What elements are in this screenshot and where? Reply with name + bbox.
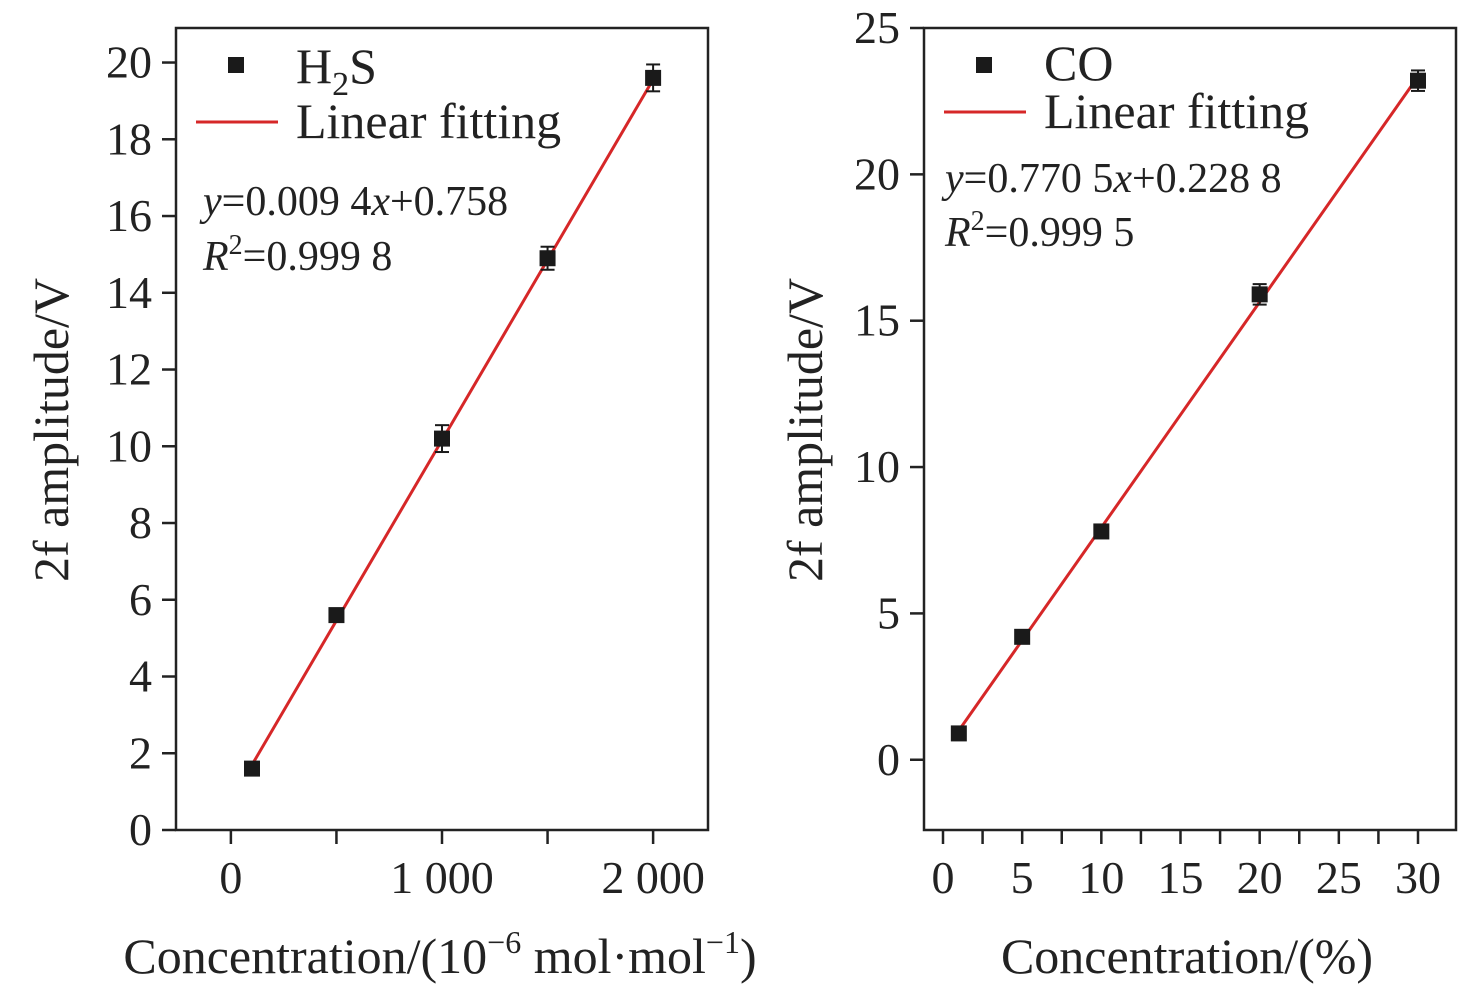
r-var: R	[202, 234, 229, 280]
y-axis-title: 2f amplitude/V	[777, 278, 833, 582]
legend: H2S Linear fitting	[196, 38, 561, 149]
y-tick-label: 15	[854, 295, 900, 346]
y-tick-label: 5	[877, 587, 900, 638]
h2s-panel: 0 2 4 6 8 10 12 14 16 18 20 0 1 000 2 000 2f amplitu…	[23, 28, 757, 984]
y-tick-label: 4	[129, 651, 152, 702]
y-ticks: 0 2 4 6 8 10 12 14 16 18 20	[106, 37, 176, 855]
point-marker	[244, 761, 260, 777]
y-tick-label: 20	[106, 37, 152, 88]
r-sup: 2	[229, 230, 243, 261]
point-marker	[540, 250, 556, 266]
legend-marker-icon	[228, 57, 244, 73]
x-axis-title: Concentration/(10−6 mol·mol−1)	[123, 924, 756, 984]
data-point	[1093, 523, 1109, 539]
x-tick-label: 0	[219, 852, 242, 903]
eq-x-var: x	[1112, 156, 1132, 202]
x-axis-title-mid: mol·mol	[521, 928, 706, 984]
legend-series-label-main: H	[296, 38, 332, 94]
y-ticks: 0 5 10 15 20 25	[854, 2, 924, 785]
y-tick-label: 6	[129, 574, 152, 625]
x-tick-label: 30	[1395, 852, 1441, 903]
eq-coef: =0.009 4	[222, 179, 372, 225]
legend: CO Linear fitting	[944, 35, 1309, 139]
x-axis-title: Concentration/(%)	[1001, 928, 1373, 984]
r-squared: R2=0.999 5	[944, 206, 1134, 256]
r-var: R	[944, 210, 971, 256]
fit-equation: y=0.009 4x+0.758	[199, 179, 508, 225]
r-sup: 2	[971, 206, 985, 237]
y-tick-label: 20	[854, 148, 900, 199]
data-point	[951, 725, 967, 741]
legend-fit-label: Linear fitting	[1044, 83, 1309, 139]
co-panel: 0 5 10 15 20 25 0 5 10 15 20 25 30 2f amplitude/V C…	[777, 2, 1456, 984]
eq-y-var: y	[941, 156, 964, 202]
y-tick-label: 16	[106, 190, 152, 241]
figure: 02468101214161820 01 000 2 000 2f amplitu…	[0, 0, 1476, 987]
x-tick-label: 20	[1237, 852, 1283, 903]
x-tick-label: 15	[1158, 852, 1204, 903]
x-axis-title-sup2: −1	[706, 924, 740, 960]
y-tick-label: 2	[129, 727, 152, 778]
y-tick-label: 0	[877, 734, 900, 785]
legend-series-label-end: S	[349, 38, 377, 94]
fit-equation: y=0.770 5x+0.228 8	[941, 156, 1282, 202]
point-marker	[1093, 523, 1109, 539]
x-axis-title-sup1: −6	[487, 924, 521, 960]
r-val: =0.999 8	[243, 234, 393, 280]
legend-fit-label: Linear fitting	[296, 93, 561, 149]
r-squared: R2=0.999 8	[202, 230, 392, 280]
x-ticks: 0 1 000 2 000	[219, 830, 704, 903]
x-axis-title-main: Concentration/(10	[123, 928, 487, 984]
point-marker	[1014, 629, 1030, 645]
y-axis-title: 2f amplitude/V	[23, 278, 79, 582]
data-point	[1252, 284, 1268, 304]
point-marker	[645, 70, 661, 86]
x-tick-label: 0	[932, 852, 955, 903]
x-tick-label: 5	[1011, 852, 1034, 903]
eq-intercept: +0.758	[390, 179, 508, 225]
legend-marker-icon	[976, 57, 992, 73]
x-tick-label: 25	[1316, 852, 1362, 903]
point-marker	[951, 725, 967, 741]
point-marker	[434, 431, 450, 447]
x-tick-label: 2 000	[601, 852, 705, 903]
point-marker	[1252, 286, 1268, 302]
data-point	[244, 761, 260, 777]
eq-intercept: +0.228 8	[1132, 156, 1282, 202]
eq-coef: =0.770 5	[964, 156, 1114, 202]
y-tick-label: 10	[106, 420, 152, 471]
y-tick-label: 18	[106, 113, 152, 164]
point-marker	[328, 607, 344, 623]
data-point	[1014, 629, 1030, 645]
data-point	[1410, 70, 1426, 90]
y-tick-label: 10	[854, 441, 900, 492]
y-tick-label: 14	[106, 267, 152, 318]
x-axis-title-end: )	[740, 928, 757, 984]
y-tick-label: 0	[129, 804, 152, 855]
y-tick-label: 8	[129, 497, 152, 548]
eq-y-var: y	[199, 179, 222, 225]
eq-x-var: x	[370, 179, 390, 225]
x-ticks: 0 5 10 15 20 25 30	[932, 830, 1442, 903]
data-point	[328, 607, 344, 623]
x-tick-label: 1 000	[390, 852, 494, 903]
point-marker	[1410, 73, 1426, 89]
y-tick-label: 25	[854, 2, 900, 53]
x-tick-label: 10	[1078, 852, 1124, 903]
r-val: =0.999 5	[985, 210, 1135, 256]
y-tick-label: 12	[106, 344, 152, 395]
plot-frame	[924, 28, 1456, 830]
